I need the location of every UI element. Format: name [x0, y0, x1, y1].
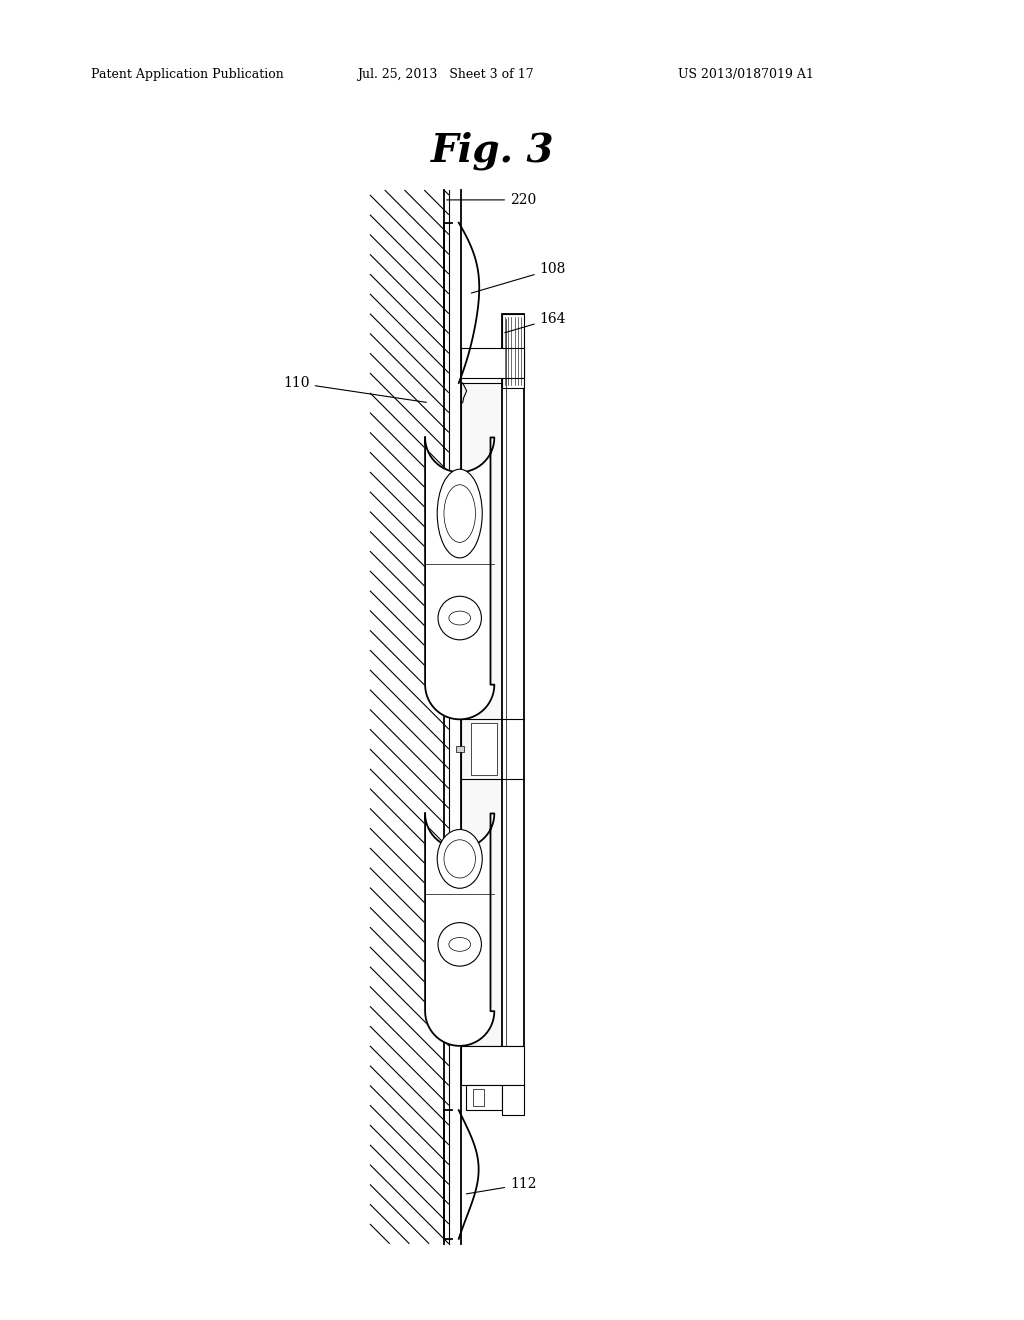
Bar — [461, 1045, 524, 1085]
Text: 110: 110 — [284, 376, 426, 403]
Ellipse shape — [449, 611, 471, 624]
Bar — [461, 383, 502, 1076]
Text: Jul. 25, 2013   Sheet 3 of 17: Jul. 25, 2013 Sheet 3 of 17 — [357, 67, 534, 81]
Bar — [502, 1085, 524, 1115]
Text: US 2013/0187019 A1: US 2013/0187019 A1 — [678, 67, 814, 81]
Bar — [472, 1089, 484, 1106]
Bar — [456, 746, 464, 752]
Polygon shape — [425, 813, 495, 1045]
Text: 164: 164 — [505, 312, 566, 333]
Bar — [471, 723, 498, 775]
Ellipse shape — [437, 829, 482, 888]
Bar — [466, 1085, 502, 1110]
Ellipse shape — [444, 840, 475, 878]
Ellipse shape — [449, 937, 471, 952]
Text: Fig. 3: Fig. 3 — [431, 131, 555, 170]
Ellipse shape — [444, 484, 475, 543]
Polygon shape — [425, 437, 495, 719]
Circle shape — [438, 597, 481, 640]
Text: 220: 220 — [446, 193, 537, 207]
Bar — [502, 314, 524, 388]
Text: Patent Application Publication: Patent Application Publication — [91, 67, 284, 81]
Ellipse shape — [437, 469, 482, 558]
Text: 108: 108 — [471, 263, 566, 293]
Bar — [502, 314, 524, 1076]
Text: 112: 112 — [466, 1177, 537, 1193]
Circle shape — [438, 923, 481, 966]
Bar — [461, 348, 524, 378]
